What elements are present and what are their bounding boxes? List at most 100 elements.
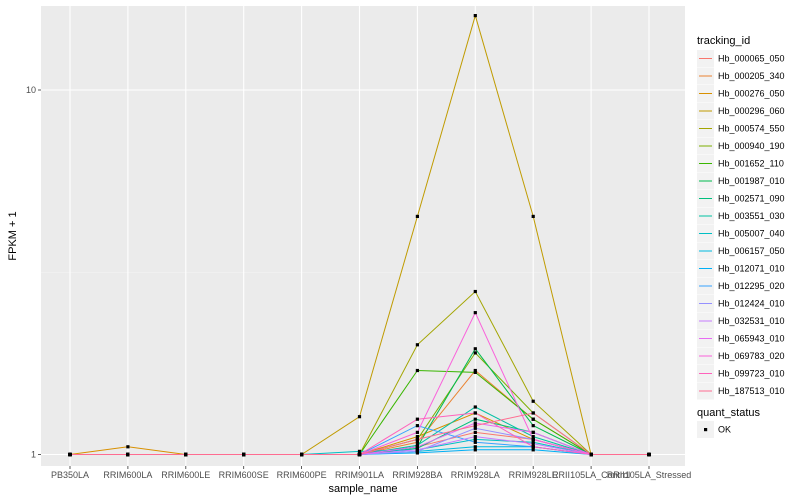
x-tick-label: RRIM928LE (509, 470, 558, 480)
shape-legend-title: quant_status (697, 407, 760, 419)
data-point (415, 434, 419, 439)
x-axis: PB350LA RRIM600LA RRIM600LE RRIM600SE RRIM60… (51, 466, 691, 480)
data-point (647, 452, 651, 457)
data-point (415, 440, 419, 444)
x-tick-label: RRII105LA_Stressed (607, 470, 692, 480)
data-point (68, 452, 72, 457)
legend-label: Hb_032531_010 (718, 316, 785, 326)
legend-label: Hb_002571_090 (718, 194, 785, 204)
x-tick-label: RRIM928LA (451, 470, 500, 480)
data-point (531, 214, 535, 219)
data-point (473, 347, 477, 351)
data-point (589, 452, 593, 457)
legend-label: Hb_012295_020 (718, 281, 785, 291)
data-point (473, 437, 477, 442)
legend-label: Hb_000065_050 (718, 54, 785, 64)
legend-label: Hb_000574_550 (718, 124, 785, 134)
legend-title: tracking_id (697, 35, 750, 47)
data-point (531, 424, 535, 428)
data-point (126, 452, 130, 457)
data-point (473, 370, 477, 374)
data-point (473, 411, 477, 415)
legend-items: Hb_000065_050 Hb_000205_340 Hb_000276_050 H… (697, 50, 785, 400)
data-point (473, 368, 477, 373)
data-point (415, 424, 419, 428)
data-point (473, 434, 477, 439)
shape-legend: quant_status OK (697, 407, 760, 438)
x-tick-label: RRIM928BA (392, 470, 442, 480)
x-tick-label: RRIM600LE (161, 470, 210, 480)
data-point (415, 448, 419, 452)
data-point (473, 421, 477, 425)
data-point (415, 437, 419, 442)
legend-label: Hb_001987_010 (718, 176, 785, 186)
data-point (126, 445, 130, 449)
legend-label: Hb_000296_060 (718, 106, 785, 116)
series-points (68, 13, 651, 457)
shape-legend-label: OK (718, 425, 731, 435)
data-point (531, 434, 535, 439)
data-point (415, 417, 419, 421)
x-tick-label: RRIM901LA (335, 470, 384, 480)
legend-label: Hb_065943_010 (718, 334, 785, 344)
data-point (415, 445, 419, 449)
x-tick-label: PB350LA (51, 470, 89, 480)
data-point (531, 411, 535, 415)
legend-label: Hb_006157_050 (718, 246, 785, 256)
data-point (531, 399, 535, 403)
data-point (531, 445, 535, 449)
legend-label: Hb_012424_010 (718, 299, 785, 309)
legend-label: Hb_012071_010 (718, 264, 785, 274)
y-tick-label: 10 (26, 85, 36, 95)
legend-label: Hb_000205_340 (718, 71, 785, 81)
legend-label: Hb_001652_110 (718, 159, 784, 169)
x-tick-label: RRIM600LA (103, 470, 152, 480)
data-point (473, 417, 477, 421)
data-point (473, 351, 477, 355)
data-point (473, 426, 477, 430)
data-point (531, 417, 535, 421)
data-point (300, 452, 304, 457)
y-axis-title: FPKM + 1 (7, 211, 19, 260)
legend-label: Hb_003551_030 (718, 211, 785, 221)
legend-label: Hb_000940_190 (718, 141, 785, 151)
plot-panel (41, 6, 685, 466)
data-point (473, 311, 477, 315)
data-point (473, 424, 477, 428)
data-point (473, 445, 477, 449)
data-point (473, 13, 477, 18)
legend-label: Hb_069783_020 (718, 351, 785, 361)
data-point (531, 437, 535, 442)
shape-legend-point (704, 428, 708, 432)
x-tick-label: RRII105LA_Control (552, 470, 630, 480)
data-point (531, 430, 535, 434)
y-axis: 1 10 (26, 85, 41, 460)
data-point (473, 448, 477, 452)
data-point (357, 449, 362, 453)
data-point (531, 442, 535, 446)
x-tick-label: RRIM600SE (219, 470, 269, 480)
y-tick-label: 1 (31, 450, 36, 460)
color-legend: tracking_id Hb_000065_050Hb_000205_340Hb… (697, 35, 785, 400)
x-axis-title: sample_name (328, 483, 397, 495)
data-point (415, 430, 419, 434)
data-point (415, 343, 419, 347)
data-point (473, 430, 477, 434)
legend-label: Hb_187513_010 (718, 386, 785, 396)
data-point (184, 452, 188, 457)
data-point (473, 289, 477, 294)
legend-label: Hb_099723_010 (718, 369, 785, 379)
data-point (531, 448, 535, 452)
legend-label: Hb_005007_040 (718, 229, 785, 239)
shape-legend-items: OK (697, 421, 731, 438)
data-point (473, 440, 477, 444)
data-point (415, 368, 419, 373)
data-point (357, 415, 362, 419)
legend-label: Hb_000276_050 (718, 89, 785, 99)
data-point (357, 452, 362, 457)
data-point (242, 452, 246, 457)
x-tick-label: RRIM600PE (277, 470, 327, 480)
data-point (473, 405, 477, 409)
data-point (415, 214, 419, 219)
